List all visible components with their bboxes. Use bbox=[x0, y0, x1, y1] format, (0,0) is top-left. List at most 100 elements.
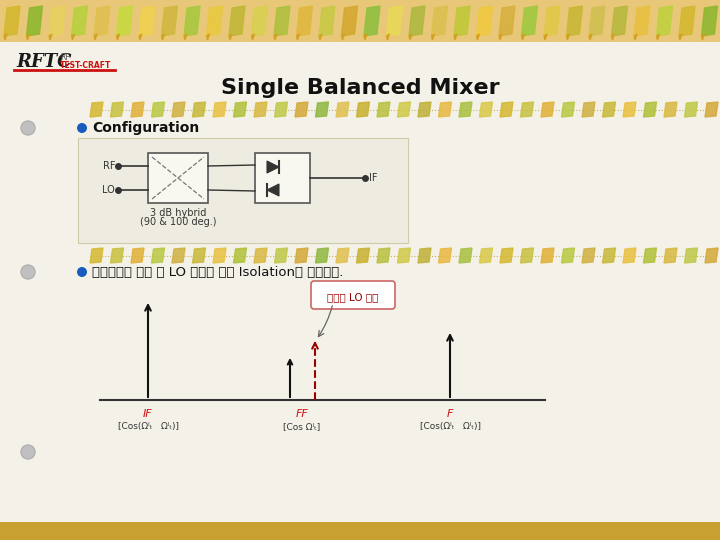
Polygon shape bbox=[589, 6, 605, 36]
Polygon shape bbox=[480, 102, 492, 117]
Polygon shape bbox=[207, 34, 210, 40]
Polygon shape bbox=[480, 248, 492, 263]
Bar bbox=[255, 153, 310, 203]
Polygon shape bbox=[409, 6, 425, 36]
Polygon shape bbox=[418, 102, 431, 117]
Polygon shape bbox=[71, 6, 88, 36]
Text: [Cos(Ωᴵₜ   Ωᴵₜ)]: [Cos(Ωᴵₜ Ωᴵₜ)] bbox=[420, 422, 480, 431]
Polygon shape bbox=[364, 34, 367, 40]
Polygon shape bbox=[521, 34, 524, 40]
Text: LO: LO bbox=[102, 185, 115, 195]
Polygon shape bbox=[397, 248, 410, 263]
Polygon shape bbox=[544, 34, 547, 40]
Polygon shape bbox=[589, 34, 592, 40]
Polygon shape bbox=[233, 248, 246, 263]
Polygon shape bbox=[657, 34, 660, 40]
Polygon shape bbox=[213, 248, 226, 263]
Polygon shape bbox=[341, 6, 358, 36]
Polygon shape bbox=[110, 248, 124, 263]
Polygon shape bbox=[336, 102, 349, 117]
Polygon shape bbox=[254, 102, 267, 117]
Polygon shape bbox=[184, 6, 200, 36]
Polygon shape bbox=[207, 6, 222, 36]
Polygon shape bbox=[139, 34, 142, 40]
Polygon shape bbox=[459, 248, 472, 263]
Polygon shape bbox=[499, 34, 502, 40]
Polygon shape bbox=[611, 6, 628, 36]
Circle shape bbox=[21, 121, 35, 135]
Polygon shape bbox=[544, 6, 560, 36]
Polygon shape bbox=[562, 102, 575, 117]
Polygon shape bbox=[438, 102, 451, 117]
Polygon shape bbox=[161, 34, 164, 40]
Polygon shape bbox=[623, 102, 636, 117]
Polygon shape bbox=[213, 102, 226, 117]
Polygon shape bbox=[679, 34, 682, 40]
Polygon shape bbox=[254, 248, 267, 263]
Polygon shape bbox=[192, 248, 205, 263]
Polygon shape bbox=[397, 102, 410, 117]
Polygon shape bbox=[267, 184, 279, 196]
Bar bbox=[148, 153, 208, 203]
Polygon shape bbox=[315, 102, 328, 117]
Circle shape bbox=[21, 265, 35, 279]
Polygon shape bbox=[90, 248, 103, 263]
Polygon shape bbox=[94, 34, 97, 40]
Polygon shape bbox=[131, 248, 144, 263]
Text: RFTC: RFTC bbox=[16, 53, 71, 71]
Text: Single Balanced Mixer: Single Balanced Mixer bbox=[221, 78, 499, 98]
Polygon shape bbox=[477, 34, 480, 40]
Polygon shape bbox=[110, 102, 124, 117]
Bar bbox=[0, 0, 720, 42]
Polygon shape bbox=[192, 102, 205, 117]
Polygon shape bbox=[454, 6, 470, 36]
Polygon shape bbox=[172, 102, 185, 117]
Polygon shape bbox=[582, 248, 595, 263]
Text: FF: FF bbox=[296, 409, 308, 419]
Polygon shape bbox=[229, 34, 232, 40]
Polygon shape bbox=[131, 102, 144, 117]
Polygon shape bbox=[603, 248, 616, 263]
Polygon shape bbox=[49, 6, 65, 36]
Polygon shape bbox=[377, 248, 390, 263]
Polygon shape bbox=[685, 102, 698, 117]
Polygon shape bbox=[229, 6, 245, 36]
Text: 저서를 LO 신호: 저서를 LO 신호 bbox=[328, 292, 379, 302]
Text: IF: IF bbox=[143, 409, 153, 419]
Polygon shape bbox=[90, 102, 103, 117]
Polygon shape bbox=[657, 6, 672, 36]
Polygon shape bbox=[356, 248, 369, 263]
Polygon shape bbox=[117, 6, 132, 36]
Polygon shape bbox=[454, 34, 457, 40]
Polygon shape bbox=[274, 248, 287, 263]
Polygon shape bbox=[438, 248, 451, 263]
Polygon shape bbox=[315, 248, 328, 263]
FancyBboxPatch shape bbox=[311, 281, 395, 309]
Text: [Cos Ωᴵₜ]: [Cos Ωᴵₜ] bbox=[284, 422, 320, 431]
Polygon shape bbox=[267, 161, 279, 173]
Polygon shape bbox=[664, 248, 677, 263]
Polygon shape bbox=[233, 102, 246, 117]
Text: RF: RF bbox=[102, 161, 115, 171]
Text: 상대적으로 매우 큰 LO 신호에 대한 Isolation이 가능하다.: 상대적으로 매우 큰 LO 신호에 대한 Isolation이 가능하다. bbox=[92, 266, 343, 279]
Polygon shape bbox=[685, 248, 698, 263]
Polygon shape bbox=[387, 34, 390, 40]
Polygon shape bbox=[151, 102, 164, 117]
Polygon shape bbox=[664, 102, 677, 117]
Polygon shape bbox=[364, 6, 380, 36]
Polygon shape bbox=[418, 248, 431, 263]
Polygon shape bbox=[500, 248, 513, 263]
Circle shape bbox=[77, 123, 87, 133]
Polygon shape bbox=[644, 102, 657, 117]
Polygon shape bbox=[172, 248, 185, 263]
Polygon shape bbox=[409, 34, 412, 40]
Polygon shape bbox=[297, 6, 312, 36]
Polygon shape bbox=[644, 248, 657, 263]
Polygon shape bbox=[634, 6, 650, 36]
Polygon shape bbox=[567, 6, 582, 36]
Polygon shape bbox=[94, 6, 110, 36]
Polygon shape bbox=[705, 102, 718, 117]
Polygon shape bbox=[4, 6, 20, 36]
Polygon shape bbox=[701, 6, 718, 36]
Polygon shape bbox=[319, 6, 335, 36]
